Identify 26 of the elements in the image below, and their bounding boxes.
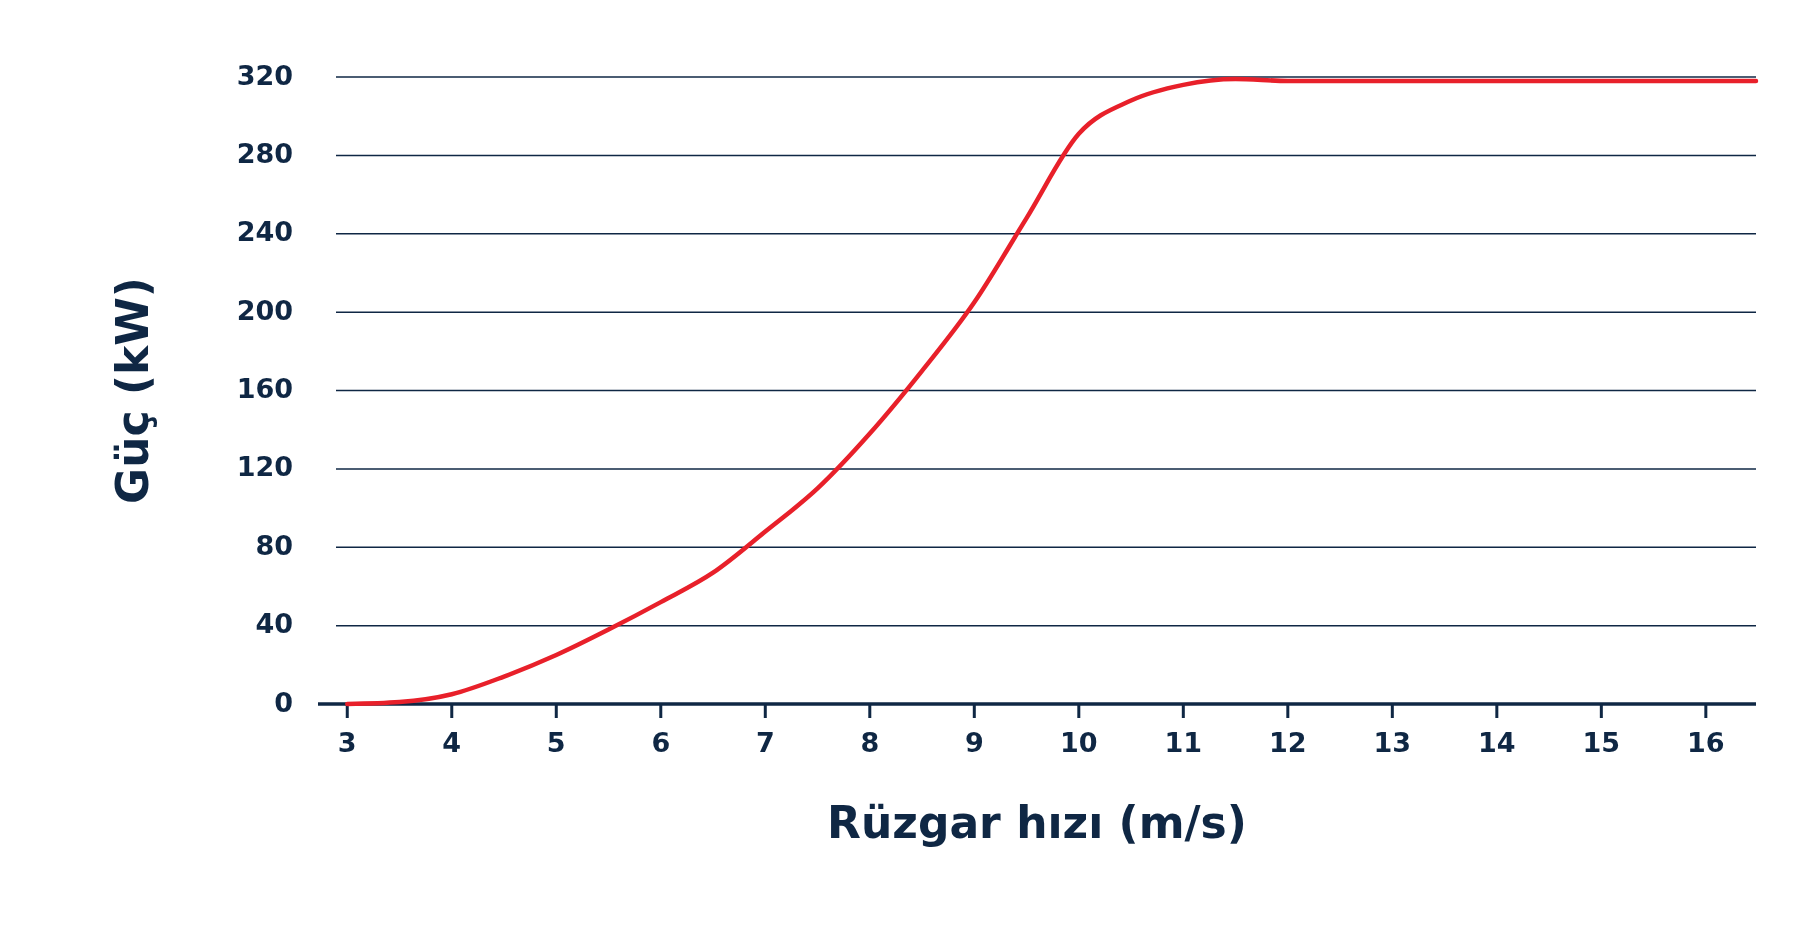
y-tick-label: 0 (274, 686, 293, 718)
x-tick-label: 14 (1478, 727, 1516, 758)
y-tick-label: 80 (255, 529, 293, 561)
y-tick-label: 200 (236, 294, 293, 326)
y-tick-label: 120 (236, 451, 293, 483)
x-tick-label: 12 (1269, 727, 1307, 758)
x-tick-label: 16 (1687, 727, 1725, 758)
x-tick-label: 11 (1164, 727, 1203, 758)
x-tick-label: 9 (964, 727, 984, 758)
x-tick-label: 5 (546, 727, 566, 758)
y-tick-label: 280 (236, 137, 293, 169)
line-series (345, 76, 1759, 707)
x-tick-label: 6 (651, 727, 671, 758)
y-tick-label: 240 (236, 216, 293, 248)
x-tick-label: 13 (1373, 727, 1412, 758)
y-tick-label: 320 (236, 59, 293, 91)
x-axis-title: Rüzgar hızı (m/s) (827, 797, 1247, 848)
x-tick-label: 8 (860, 727, 880, 758)
x-tick-label: 4 (442, 727, 462, 758)
x-tick-label: 7 (755, 727, 775, 758)
x-tick-label: 10 (1060, 727, 1098, 758)
y-tick-label: 40 (255, 608, 293, 640)
x-tick-label: 3 (337, 727, 357, 758)
x-tick-label: 15 (1582, 727, 1621, 758)
y-tick-label: 160 (236, 373, 293, 404)
y-axis-title: Güç (kW) (107, 277, 158, 504)
